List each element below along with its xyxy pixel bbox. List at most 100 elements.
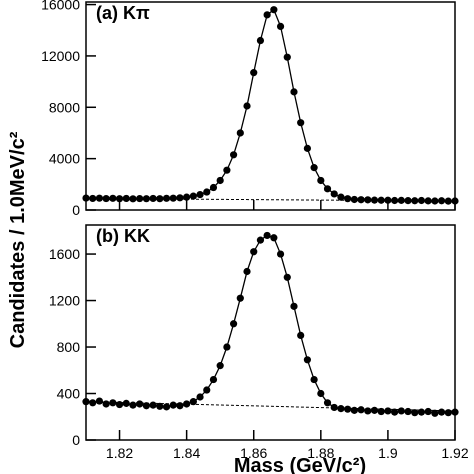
data-point (323, 399, 332, 407)
data-point (397, 196, 405, 204)
data-point (176, 194, 184, 202)
data-point (397, 407, 405, 415)
data-point (431, 197, 439, 205)
x-tick-label: 1.84 (173, 445, 200, 461)
data-point (263, 231, 271, 240)
data-point (377, 407, 385, 416)
data-point (89, 399, 97, 407)
data-point (156, 402, 164, 410)
data-point (391, 196, 399, 205)
data-point (216, 176, 224, 185)
data-point (122, 399, 130, 407)
data-point (417, 408, 426, 416)
data-point (411, 197, 419, 205)
data-point (290, 88, 298, 96)
data-point (209, 375, 218, 384)
data-point (344, 405, 352, 413)
data-point (437, 197, 446, 205)
data-point (330, 190, 338, 198)
data-point (169, 401, 177, 409)
data-point (424, 197, 432, 205)
data-point (337, 193, 345, 201)
fit-line (85, 234, 456, 414)
data-point (323, 185, 332, 193)
data-point (136, 194, 144, 203)
data-point (276, 250, 285, 258)
y-tick-label: 1600 (49, 246, 80, 262)
data-point (129, 195, 137, 203)
data-point (404, 197, 412, 205)
data-point (344, 195, 352, 203)
y-tick-label: 16000 (41, 0, 80, 13)
data-point (236, 129, 244, 137)
panel-title: (a) Kπ (96, 3, 150, 23)
x-tick-label: 1.82 (106, 445, 133, 461)
data-point (444, 197, 452, 205)
fit-line (85, 8, 456, 202)
data-point (437, 408, 446, 416)
data-point (82, 398, 90, 406)
data-point (203, 188, 211, 196)
data-point (357, 196, 365, 204)
data-point (129, 401, 137, 409)
data-point (263, 11, 271, 19)
data-point (156, 195, 164, 203)
y-tick-label: 4000 (49, 151, 80, 167)
data-point (176, 402, 184, 410)
plot-frame (85, 224, 456, 441)
y-tick-label: 8000 (49, 99, 80, 115)
plot-frame (85, 1, 456, 211)
y-tick-label: 0 (72, 432, 80, 448)
data-point (142, 402, 150, 410)
data-point (357, 406, 365, 414)
data-point (310, 164, 318, 172)
data-point (384, 196, 392, 204)
x-tick-label: 1.9 (378, 445, 398, 461)
data-point (424, 407, 432, 416)
data-point (337, 405, 345, 413)
data-point (317, 389, 325, 398)
data-point (330, 403, 338, 412)
data-point (256, 236, 265, 244)
data-point (183, 193, 191, 201)
y-tick-label: 0 (72, 202, 80, 218)
data-point (370, 406, 379, 414)
data-point (243, 267, 251, 276)
data-point (169, 194, 177, 202)
data-point (236, 294, 244, 302)
panel-title: (b) KK (96, 226, 150, 246)
data-point (162, 403, 171, 411)
data-point (250, 69, 258, 77)
data-point (223, 343, 231, 351)
data-point (196, 393, 204, 401)
data-point (451, 197, 459, 205)
data-point (230, 151, 238, 159)
data-point (95, 194, 104, 202)
data-point (115, 195, 124, 203)
data-point (136, 400, 144, 408)
data-point (297, 119, 305, 127)
data-point (89, 194, 97, 203)
data-point (189, 398, 197, 406)
data-point (109, 194, 117, 202)
data-point (270, 234, 278, 242)
data-point (310, 375, 318, 384)
data-point (102, 194, 110, 203)
data-point (283, 53, 291, 61)
data-point (183, 400, 191, 408)
data-point (216, 362, 224, 370)
x-axis-label: Mass (GeV/c²) (234, 455, 366, 474)
data-point (250, 248, 258, 256)
data-point (196, 190, 204, 199)
y-axis-label: Candidates / 1.0MeV/c² (7, 131, 29, 348)
data-point (364, 407, 372, 415)
y-tick-label: 1200 (49, 293, 80, 309)
data-point (149, 401, 157, 409)
data-point (256, 36, 265, 45)
data-point (297, 331, 305, 340)
data-point (230, 320, 238, 328)
data-point (303, 144, 311, 152)
data-point (162, 194, 171, 202)
data-point (283, 273, 291, 281)
